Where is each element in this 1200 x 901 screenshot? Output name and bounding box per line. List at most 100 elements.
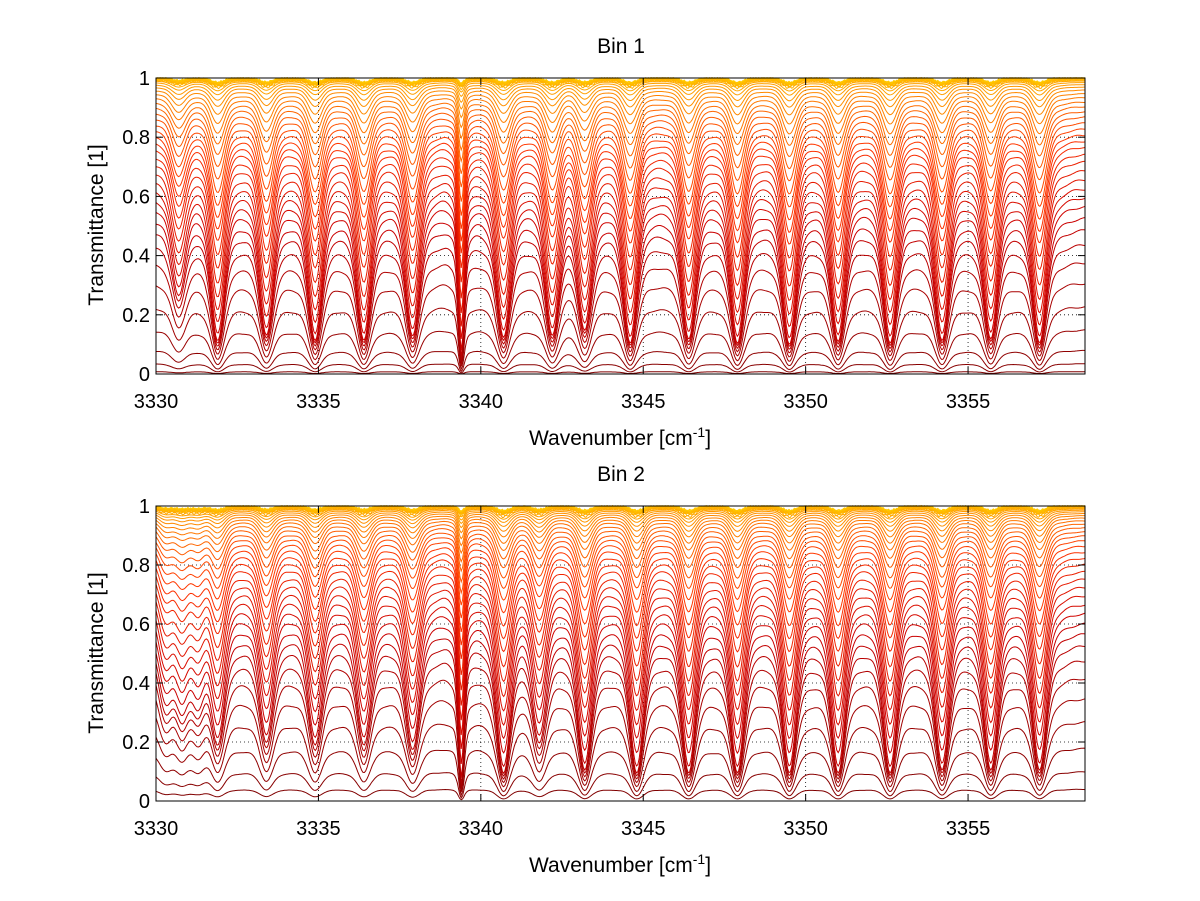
transmittance-series-line: [156, 371, 1085, 375]
transmittance-series-line: [155, 134, 1086, 229]
transmittance-series-line: [155, 306, 1086, 367]
x-axis-label-superscript: -1: [693, 851, 706, 867]
transmittance-series-line: [156, 363, 1085, 374]
axes-box: [155, 77, 1086, 375]
y-tick-label: 0.2: [122, 305, 150, 327]
y-tick-label: 0.4: [122, 246, 150, 268]
x-axis-label-superscript: -1: [693, 424, 706, 440]
transmittance-series-line: [155, 517, 1085, 547]
chart-title: Bin 1: [597, 35, 645, 58]
transmittance-series-line: [155, 595, 1086, 721]
transmittance-series-line: [155, 527, 1086, 573]
y-axis-label: Transmittance [1]: [85, 572, 108, 733]
transmittance-series-line: [155, 93, 1085, 129]
transmittance-series-line: [155, 229, 1086, 359]
x-axis-label-end: ]: [705, 427, 711, 450]
transmittance-series-line: [155, 141, 1086, 242]
tick-labels: 3330 3335 3340 3345 3350 3355 0 0.2 0.4 0.6 0.8 1: [122, 68, 990, 413]
transmittance-series-line: [155, 531, 1086, 584]
transmittance-series-line: [155, 721, 1086, 793]
transmittance-series-line: [155, 101, 1085, 152]
transmittance-series-line: [155, 586, 1086, 706]
transmittance-series-line: [155, 116, 1086, 188]
y-tick-label: 0.8: [122, 555, 150, 577]
transmittance-series-line: [155, 128, 1086, 216]
transmittance-series-line: [155, 511, 1086, 529]
transmittance-series-line: [155, 97, 1085, 140]
tick-labels: 3330 3335 3340 3345 3350 3355 0 0.2 0.4 0.6 0.8 1: [122, 496, 990, 840]
axes-box: [155, 505, 1086, 802]
y-tick-label: 0: [139, 364, 150, 386]
transmittance-series-line: [155, 160, 1086, 283]
transmittance-series-line: [155, 535, 1085, 595]
transmittance-series-line: [155, 82, 1085, 98]
x-tick-label: 3345: [621, 818, 666, 840]
transmittance-series-line: [155, 771, 1086, 799]
transmittance-series-line: [156, 349, 1086, 373]
transmittance-series-line: [155, 84, 1086, 104]
transmittance-series-line: [155, 557, 1086, 646]
transmittance-series-line: [155, 170, 1086, 299]
transmittance-series-line: [156, 80, 1085, 93]
y-tick-label: 0.6: [122, 186, 150, 208]
transmittance-series-line: [155, 146, 1086, 254]
transmittance-series-line: [155, 523, 1085, 563]
transmittance-series-line: [155, 552, 1086, 633]
x-axis-label-end: ]: [705, 854, 711, 877]
grid-lines: [156, 506, 1085, 801]
y-tick-label: 0.2: [122, 732, 150, 754]
transmittance-series-line: [155, 189, 1086, 327]
x-tick-label: 3335: [296, 391, 341, 413]
transmittance-series-line: [155, 205, 1086, 351]
y-tick-label: 0.8: [122, 127, 150, 149]
transmittance-series-line: [155, 86, 1086, 110]
x-tick-label: 3340: [459, 818, 504, 840]
x-axis-label: Wavenumber [cm-1]: [529, 424, 711, 450]
transmittance-series-line: [155, 262, 1085, 362]
y-axis-label: Transmittance [1]: [85, 144, 108, 305]
series-lines: [155, 504, 1086, 801]
transmittance-series-line: [155, 283, 1086, 365]
transmittance-series-line: [155, 515, 1085, 540]
transmittance-series-line: [155, 153, 1086, 268]
transmittance-series-line: [155, 698, 1086, 790]
transmittance-series-line: [155, 111, 1086, 174]
chart-title: Bin 2: [597, 463, 645, 486]
x-axis-label-main: Wavenumber [cm: [529, 854, 693, 877]
transmittance-series-line: [155, 179, 1086, 314]
transmittance-series-line: [155, 678, 1086, 788]
transmittance-series-line: [155, 509, 1085, 525]
x-tick-label: 3345: [621, 391, 666, 413]
transmittance-series-line: [155, 545, 1085, 619]
transmittance-series-line: [155, 512, 1086, 534]
transmittance-series-line: [155, 506, 1086, 519]
y-tick-label: 0.4: [122, 673, 150, 695]
transmittance-series-line: [155, 604, 1086, 736]
transmittance-series-line: [155, 329, 1086, 371]
transmittance-series-line: [155, 578, 1086, 691]
y-tick-label: 0: [139, 791, 150, 813]
transmittance-series-line: [155, 244, 1086, 361]
transmittance-series-line: [155, 612, 1086, 749]
transmittance-series-line: [155, 622, 1086, 765]
x-tick-label: 3330: [134, 391, 179, 413]
transmittance-series-line: [155, 197, 1086, 339]
x-tick-label: 3355: [946, 818, 991, 840]
transmittance-series-line: [155, 78, 1086, 91]
y-tick-label: 0.6: [122, 614, 150, 636]
transmittance-series-line: [155, 633, 1086, 778]
transmittance-series-line: [155, 217, 1086, 357]
transmittance-series-line: [155, 563, 1086, 659]
transmittance-series-line: [155, 505, 1086, 516]
y-tick-label: 1: [139, 68, 150, 90]
x-tick-label: 3355: [946, 391, 991, 413]
transmittance-series-line: [155, 89, 1086, 119]
y-tick-label: 1: [139, 496, 150, 518]
transmittance-series-line: [155, 788, 1086, 801]
x-axis-label: Wavenumber [cm-1]: [529, 851, 711, 877]
x-tick-label: 3350: [783, 818, 828, 840]
x-tick-label: 3330: [134, 818, 179, 840]
transmittance-series-line: [155, 540, 1086, 606]
x-tick-label: 3350: [783, 391, 828, 413]
